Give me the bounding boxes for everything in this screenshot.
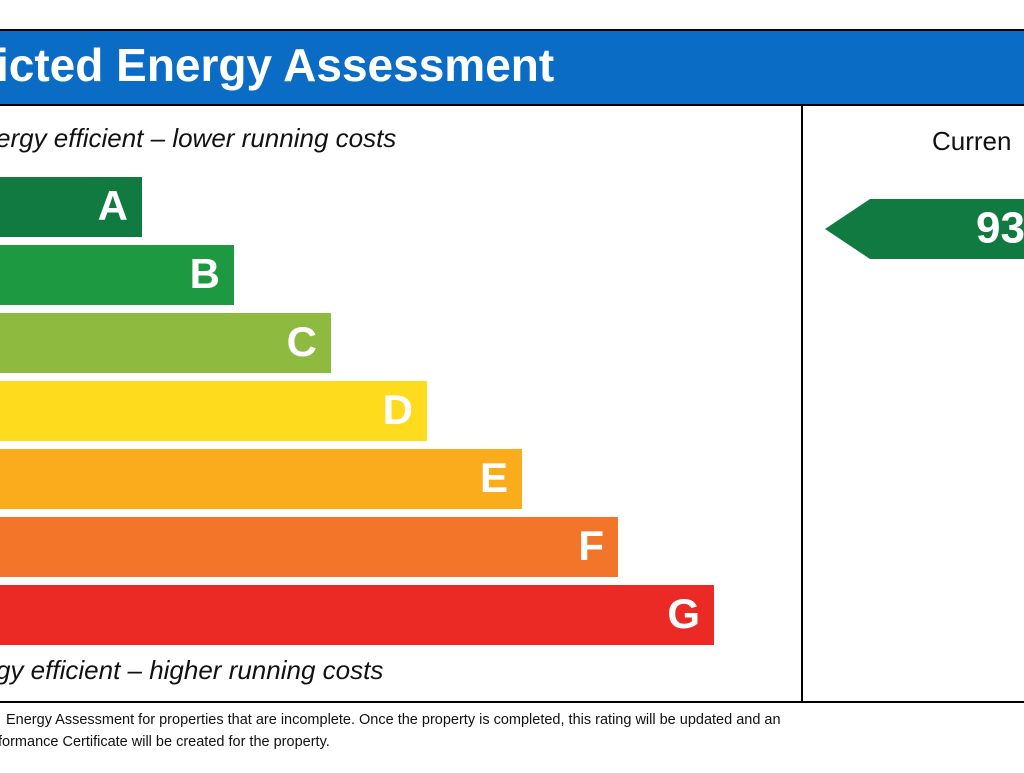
rating-band xyxy=(0,449,522,509)
band-letter: F xyxy=(578,522,604,569)
current-label: Curren xyxy=(932,126,1011,156)
header-title: icted Energy Assessment xyxy=(0,39,554,91)
band-letter: D xyxy=(383,386,413,433)
footer-line: formance Certificate will be created for… xyxy=(0,734,330,750)
rating-band xyxy=(0,517,618,577)
rating-band xyxy=(0,381,427,441)
band-letter: A xyxy=(98,182,128,229)
top-note: ergy efficient – lower running costs xyxy=(0,123,396,153)
rating-band xyxy=(0,313,331,373)
bottom-note: gy efficient – higher running costs xyxy=(0,655,383,685)
header-band xyxy=(0,30,1024,105)
band-letter: G xyxy=(667,590,700,637)
band-letter: B xyxy=(190,250,220,297)
current-arrow xyxy=(825,199,1024,259)
rating-band xyxy=(0,245,234,305)
footer-line: Energy Assessment for properties that ar… xyxy=(6,712,781,728)
rating-band xyxy=(0,177,142,237)
band-letter: E xyxy=(480,454,508,501)
current-value: 93 xyxy=(976,204,1024,253)
rating-band xyxy=(0,585,714,645)
band-letter: C xyxy=(287,318,317,365)
